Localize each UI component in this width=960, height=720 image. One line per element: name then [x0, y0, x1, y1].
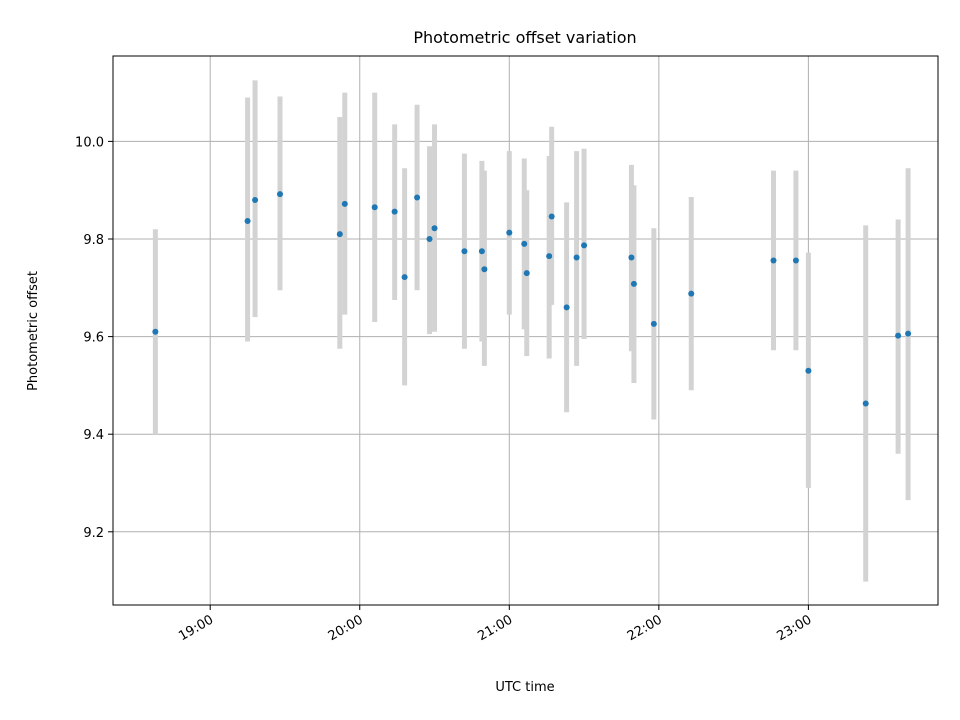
data-point — [628, 254, 635, 261]
data-point — [481, 266, 488, 273]
data-point — [414, 194, 421, 201]
data-point — [431, 225, 438, 232]
data-point — [276, 191, 283, 198]
data-point — [546, 253, 553, 260]
data-point — [862, 400, 869, 407]
data-point — [461, 248, 468, 255]
data-points — [152, 191, 912, 407]
data-point — [244, 217, 251, 224]
data-point — [563, 304, 570, 311]
x-axis-label: UTC time — [495, 680, 554, 695]
data-point — [478, 248, 485, 255]
data-point — [630, 280, 637, 287]
data-point — [391, 208, 398, 215]
data-point — [426, 236, 433, 242]
data-point — [506, 229, 513, 236]
data-point — [521, 240, 528, 247]
data-point — [371, 204, 378, 211]
data-point — [688, 290, 695, 297]
data-point — [895, 332, 902, 339]
data-point — [401, 274, 408, 281]
data-point — [336, 231, 343, 238]
data-point — [573, 254, 580, 261]
data-point — [805, 367, 812, 374]
data-point — [581, 242, 588, 249]
y-tick-label: 9.2 — [83, 526, 104, 541]
y-tick-label: 9.4 — [83, 428, 104, 443]
y-tick-label: 9.6 — [83, 331, 104, 346]
data-point — [650, 320, 657, 327]
y-axis-ticks: 9.2 9.4 9.6 9.8 10.0 — [75, 135, 113, 541]
data-point — [252, 196, 259, 203]
y-tick-label: 10.0 — [75, 135, 104, 150]
data-point — [770, 257, 777, 264]
data-point — [152, 328, 159, 335]
data-point — [548, 213, 555, 220]
y-tick-label: 9.8 — [83, 233, 104, 248]
data-point — [792, 257, 799, 264]
data-point — [523, 270, 530, 277]
axes-frame — [112, 55, 939, 606]
data-point — [905, 330, 912, 337]
chart-title: Photometric offset variation — [413, 28, 636, 47]
data-point — [341, 200, 348, 207]
y-axis-label: Photometric offset — [26, 271, 41, 391]
